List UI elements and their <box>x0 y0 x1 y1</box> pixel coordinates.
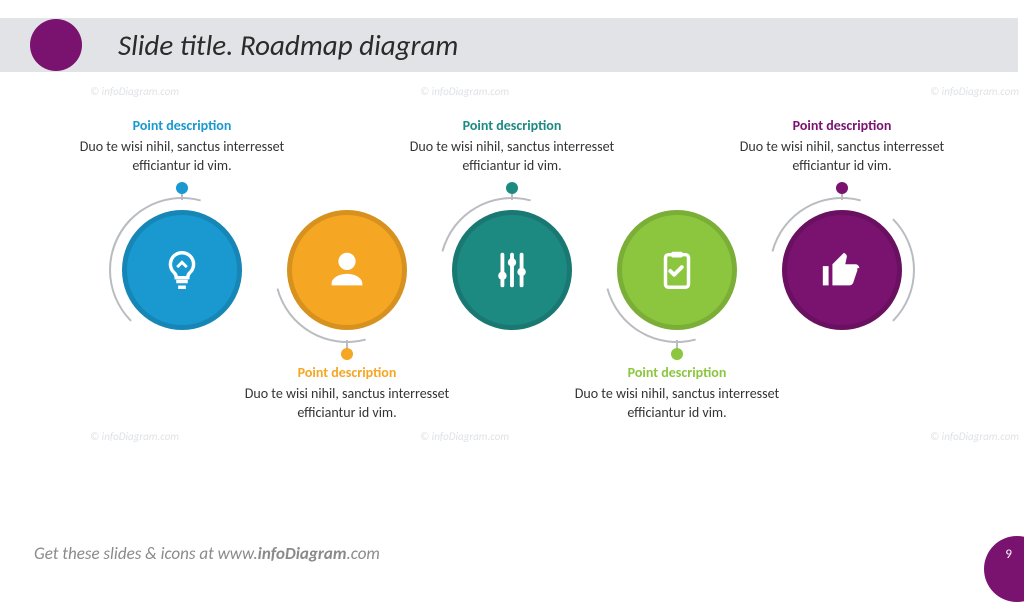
watermark: © infoDiagram.com <box>420 430 509 443</box>
connector-dot <box>836 182 848 194</box>
footer-attribution: Get these slides & icons at www.infoDiag… <box>34 543 380 564</box>
page-corner-circle <box>984 536 1024 602</box>
point-description: Point description Duo te wisi nihil, sanc… <box>237 364 457 423</box>
roadmap-diagram: Point description Duo te wisi nihil, sanc… <box>0 95 1024 516</box>
roadmap-node: Point descriptionDuo te wisi nihil, sanc… <box>452 210 572 330</box>
point-description: Point description Duo te wisi nihil, sanc… <box>732 117 952 176</box>
connector-dot <box>506 182 518 194</box>
footer-prefix: Get these slides & icons at www. <box>34 543 258 564</box>
watermark: © infoDiagram.com <box>90 430 179 443</box>
point-title: Point description <box>237 364 457 383</box>
connector-dot <box>671 348 683 360</box>
header-bar: Slide title. Roadmap diagram <box>0 18 1018 72</box>
point-description: Point description Duo te wisi nihil, sanc… <box>567 364 787 423</box>
arc <box>742 170 941 369</box>
roadmap-node: Point descriptionDuo te wisi nihil, sanc… <box>122 210 242 330</box>
point-description: Point description Duo te wisi nihil, sanc… <box>72 117 292 176</box>
point-body: Duo te wisi nihil, sanctus interresset e… <box>72 138 292 176</box>
point-title: Point description <box>567 364 787 383</box>
watermark: © infoDiagram.com <box>930 430 1019 443</box>
connector-dot <box>176 182 188 194</box>
watermark: © infoDiagram.com <box>420 85 509 98</box>
slide-title: Slide title. Roadmap diagram <box>118 27 458 63</box>
page-number: 9 <box>1005 547 1012 562</box>
point-body: Duo te wisi nihil, sanctus interresset e… <box>732 138 952 176</box>
watermark: © infoDiagram.com <box>930 85 1019 98</box>
header-accent-circle <box>30 19 82 71</box>
roadmap-node: Point descriptionDuo te wisi nihil, sanc… <box>287 210 407 330</box>
footer-suffix: .com <box>346 543 379 564</box>
point-title: Point description <box>732 117 952 136</box>
point-body: Duo te wisi nihil, sanctus interresset e… <box>567 385 787 423</box>
watermark: © infoDiagram.com <box>90 85 179 98</box>
arc <box>412 170 611 369</box>
footer-bold: infoDiagram <box>258 543 347 564</box>
point-body: Duo te wisi nihil, sanctus interresset e… <box>402 138 622 176</box>
point-body: Duo te wisi nihil, sanctus interresset e… <box>237 385 457 423</box>
connector-dot <box>341 348 353 360</box>
roadmap-node: Point descriptionDuo te wisi nihil, sanc… <box>782 210 902 330</box>
point-title: Point description <box>72 117 292 136</box>
point-title: Point description <box>402 117 622 136</box>
roadmap-node: Point descriptionDuo te wisi nihil, sanc… <box>617 210 737 330</box>
arc <box>82 170 281 369</box>
point-description: Point description Duo te wisi nihil, sanc… <box>402 117 622 176</box>
